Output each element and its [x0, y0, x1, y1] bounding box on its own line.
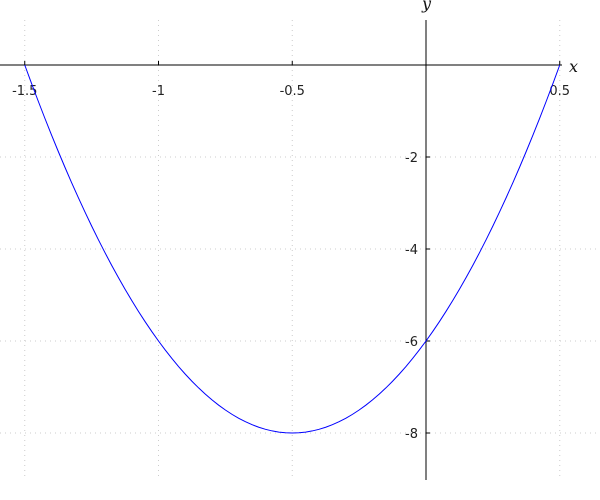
y-tick-label: -6 [405, 335, 418, 350]
x-axis-label: x [569, 57, 578, 76]
y-tick-label: -8 [405, 427, 418, 442]
grid [0, 20, 600, 480]
series-group [24, 64, 561, 434]
x-tick-label: -0.5 [280, 84, 305, 99]
x-tick-label: 0.5 [549, 84, 570, 99]
y-tick-label: -4 [405, 243, 418, 258]
y-tick-label: -2 [405, 151, 418, 166]
ticks: -1.5 -1 -0.5 0.5 -2 -4 -6 -8 [12, 61, 570, 442]
series-line [24, 64, 561, 434]
x-tick-label: -1.5 [12, 84, 37, 99]
x-tick-label: -1 [152, 84, 165, 99]
y-axis-label: y [421, 0, 432, 13]
